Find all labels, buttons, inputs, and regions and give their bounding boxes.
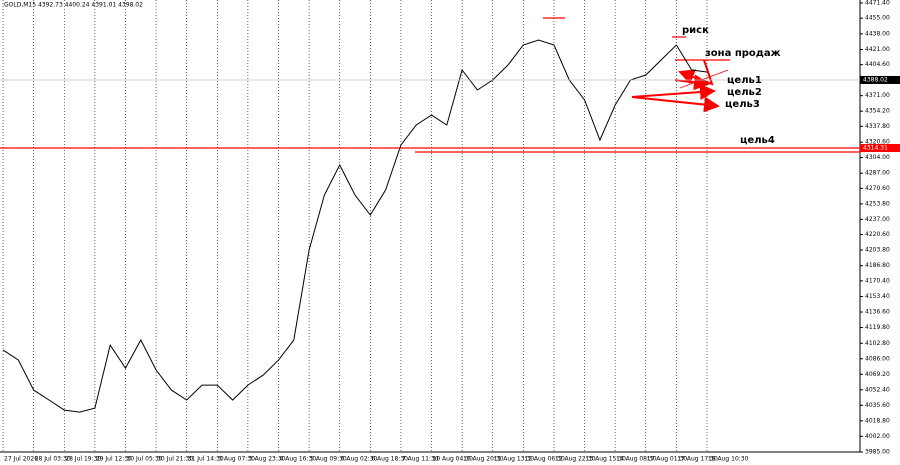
- y-tick-label: 4069.20: [865, 371, 890, 378]
- current-price-box: [860, 75, 900, 84]
- level-label: 4314.31: [863, 145, 888, 152]
- annotation: зона продаж: [705, 48, 781, 59]
- x-tick-label: 12 Aug 06:30: [524, 456, 565, 463]
- y-tick-label: 4002.00: [865, 433, 890, 440]
- y-tick-label: 4153.40: [865, 293, 890, 300]
- y-tick-label: 4203.80: [865, 247, 890, 254]
- x-tick-label: 27 Jul 2026: [4, 456, 38, 463]
- arrow-1: [678, 59, 714, 86]
- x-tick-label: 28 Jul 19:30: [65, 456, 101, 463]
- arrow-4: [631, 96, 720, 113]
- y-tick-label: 4136.60: [865, 309, 890, 316]
- annotation-shapes: [415, 17, 860, 153]
- y-tick-label: 4237.00: [865, 216, 890, 223]
- y-tick-label: 4119.80: [865, 324, 890, 331]
- annotation: риск: [682, 25, 709, 36]
- x-tick-label: 4 Aug 16:30: [280, 456, 317, 463]
- y-tick-label: 3985.00: [865, 449, 890, 456]
- x-tick-label: 13 Aug 15:30: [586, 456, 627, 463]
- y-tick-label: 4186.80: [865, 262, 890, 269]
- price-line: [2, 39, 708, 413]
- y-tick-label: 4220.60: [865, 231, 890, 238]
- trend-line: [679, 69, 729, 89]
- y-tick-label: 4086.00: [865, 355, 890, 362]
- level-box: [860, 144, 900, 153]
- y-tick-label: 4018.80: [865, 417, 890, 424]
- y-tick-label: 4052.40: [865, 386, 890, 393]
- x-tick-label: 30 Jul 21:30: [157, 456, 193, 463]
- y-tick-label: 4304.00: [865, 154, 890, 161]
- x-tick-label: 31 Jul 14:30: [188, 456, 224, 463]
- x-tick-label: 10 Aug 20:30: [463, 456, 504, 463]
- x-tick-label: 10 Aug 04:30: [433, 456, 474, 463]
- annotation: цель1: [727, 75, 762, 86]
- x-tick-label: 29 Jul 12:30: [96, 456, 132, 463]
- y-tick-label: 4421.00: [865, 46, 890, 53]
- x-tick-label: 6 Aug 18:30: [371, 456, 408, 463]
- chart-title: GOLD,M15 4392.73 4400.24 4391.01 4398.02: [4, 2, 143, 9]
- annotation: цель2: [727, 87, 762, 98]
- x-tick-label: 3 Aug 07:30: [218, 456, 255, 463]
- arrow-2: [674, 74, 710, 91]
- annotation: цель4: [740, 135, 775, 146]
- x-tick-label: 11 Aug 13:30: [494, 456, 535, 463]
- x-tick-label: 30 Jul 05:30: [126, 456, 162, 463]
- y-tick-label: 4253.80: [865, 200, 890, 207]
- y-tick-label: 4102.80: [865, 340, 890, 347]
- y-tick-label: 4337.80: [865, 123, 890, 130]
- y-tick-label: 4455.00: [865, 15, 890, 22]
- x-tick-label: 3 Aug 23:30: [249, 456, 286, 463]
- y-tick-label: 4371.00: [865, 92, 890, 99]
- x-tick-label: 7 Aug 11:30: [402, 456, 439, 463]
- x-tick-label: 14 Aug 08:30: [616, 456, 657, 463]
- x-tick-label: 18 Aug 10:30: [708, 456, 749, 463]
- x-tick-label: 28 Jul 03:30: [35, 456, 71, 463]
- x-tick-label: 6 Aug 02:30: [341, 456, 378, 463]
- current-price-label: 4388.02: [863, 76, 888, 83]
- y-tick-label: 4287.00: [865, 170, 890, 177]
- x-tick-label: 12 Aug 22:30: [555, 456, 596, 463]
- x-tick-label: 17 Aug 17:30: [677, 456, 718, 463]
- y-tick-label: 4438.00: [865, 30, 890, 37]
- annotation: цель3: [725, 99, 760, 110]
- y-tick-label: 4170.40: [865, 277, 890, 284]
- y-tick-label: 4404.60: [865, 61, 890, 68]
- x-tick-label: 17 Aug 01:30: [647, 456, 688, 463]
- y-tick-label: 4320.60: [865, 139, 890, 146]
- y-tick-label: 4471.40: [865, 0, 890, 7]
- y-tick-label: 4354.20: [865, 108, 890, 115]
- x-tick-label: 5 Aug 09:30: [310, 456, 347, 463]
- y-tick-label: 4270.60: [865, 185, 890, 192]
- y-tick-label: 4035.60: [865, 402, 890, 409]
